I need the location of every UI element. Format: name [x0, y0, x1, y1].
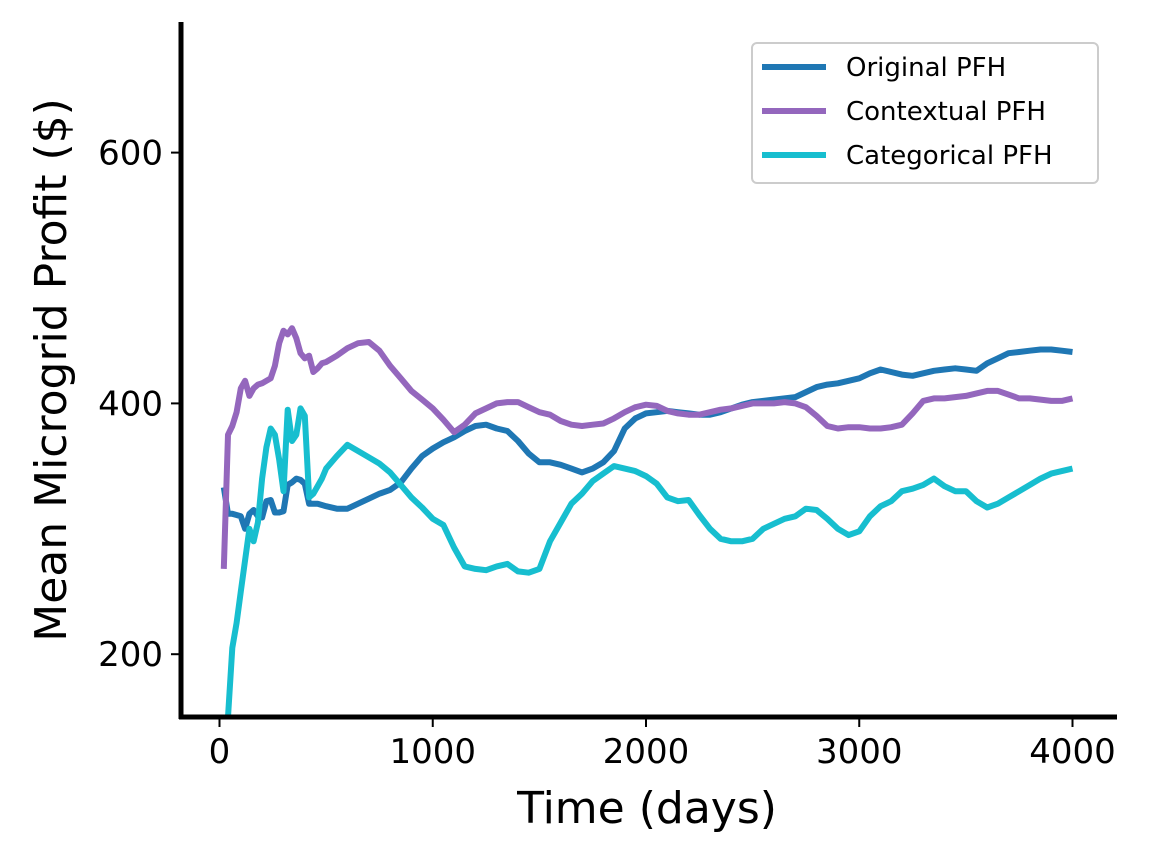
x-ticks: 0 1000 2000 3000 4000	[209, 717, 1116, 772]
x-tick-label: 4000	[1029, 732, 1116, 772]
x-tick-label: 0	[209, 732, 231, 772]
y-tick-label: 600	[98, 134, 163, 174]
legend-box	[751, 42, 1099, 184]
x-tick-label: 2000	[603, 732, 690, 772]
legend: Original PFH Contextual PFH Categorical …	[751, 42, 1099, 184]
series-line-categorical	[225, 405, 1074, 717]
plot-lines	[220, 325, 1074, 717]
legend-label-original: Original PFH	[846, 53, 1006, 83]
x-tick-label: 3000	[816, 732, 903, 772]
y-tick-label: 200	[98, 635, 163, 675]
legend-label-contextual: Contextual PFH	[846, 97, 1046, 127]
series-line-original	[220, 346, 1073, 532]
legend-label-categorical: Categorical PFH	[846, 141, 1053, 171]
y-axis-title: Mean Microgrid Profit ($)	[26, 98, 77, 642]
x-tick-label: 1000	[389, 732, 476, 772]
x-axis-title: Time (days)	[516, 783, 777, 834]
series-line-contextual	[220, 325, 1074, 569]
y-tick-label: 400	[98, 384, 163, 424]
y-ticks: 200 400 600	[98, 134, 181, 675]
